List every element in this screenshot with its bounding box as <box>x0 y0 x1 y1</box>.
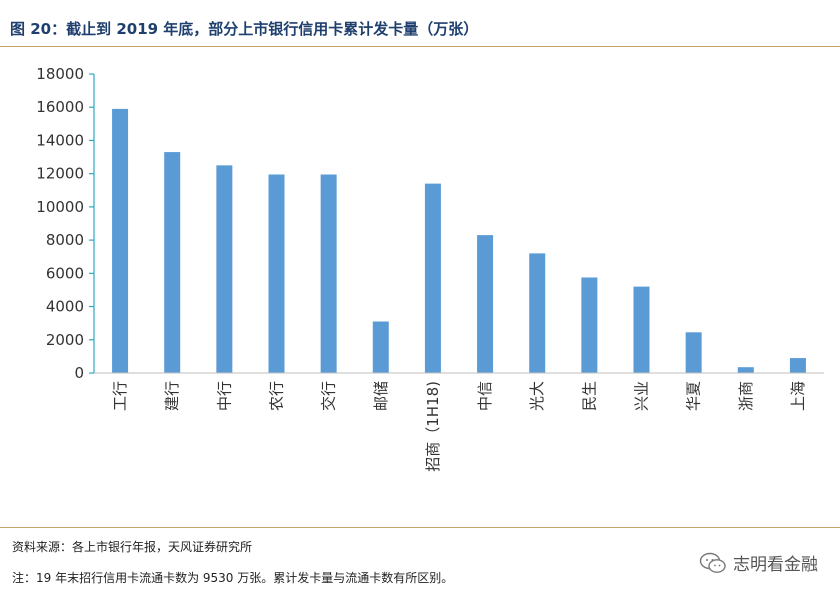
wechat-icon <box>699 552 726 573</box>
bar <box>268 174 285 373</box>
bar <box>581 277 598 373</box>
bar <box>112 108 129 373</box>
x-tick-label: 浙商 <box>737 381 755 411</box>
y-tick-label: 8000 <box>46 231 84 249</box>
y-axis: 0 2000 4000 6000 8000 10000 12000 14000 16000 180… <box>36 65 95 382</box>
x-tick-label: 兴业 <box>633 381 651 411</box>
source-text: 资料来源：各上市银行年报，天风证券研究所 <box>12 540 253 554</box>
x-axis: 工行 建行 中行 农行 交行 邮储 招商（1H18) 中信 光大 民生 兴业 华夏 浙商 上海 <box>94 372 824 472</box>
x-tick-label: 中信 <box>476 381 494 411</box>
x-tick-label: 农行 <box>268 381 286 411</box>
y-tick-label: 16000 <box>36 98 84 116</box>
y-tick-label: 12000 <box>36 165 84 183</box>
bar <box>424 183 441 373</box>
figure-title: 图 20：截止到 2019 年底，部分上市银行信用卡累计发卡量（万张） <box>10 20 479 38</box>
x-tick-label: 建行 <box>163 381 181 411</box>
x-tick-label: 招商（1H18) <box>424 381 442 472</box>
x-tick-label: 中行 <box>215 381 233 411</box>
y-tick-label: 18000 <box>36 65 84 83</box>
y-tick-label: 6000 <box>46 264 84 282</box>
x-tick-label: 交行 <box>320 381 338 411</box>
bar <box>372 321 389 373</box>
y-tick-label: 14000 <box>36 131 84 149</box>
bar <box>685 332 702 373</box>
bar <box>737 367 754 373</box>
y-tick-label: 2000 <box>46 331 84 349</box>
y-tick-label: 4000 <box>46 298 84 316</box>
bar <box>789 358 806 373</box>
x-tick-label: 上海 <box>789 381 807 411</box>
bars <box>112 108 806 373</box>
x-tick-label: 华夏 <box>685 381 703 411</box>
bar <box>216 165 233 373</box>
bar <box>477 235 494 373</box>
x-tick-label: 民生 <box>580 381 598 411</box>
bar <box>633 286 650 373</box>
bar-chart: 0 2000 4000 6000 8000 10000 12000 14000 16000 180… <box>36 65 824 472</box>
watermark-text: 志明看金融 <box>733 555 818 575</box>
x-tick-label: 光大 <box>528 381 546 411</box>
bottom-rule <box>0 527 840 528</box>
bar <box>320 174 337 373</box>
bar <box>529 253 546 373</box>
y-tick-label: 10000 <box>36 198 84 216</box>
top-rule <box>0 46 840 47</box>
y-tick-label: 0 <box>74 364 84 382</box>
x-tick-label: 工行 <box>111 381 129 411</box>
watermark: 志明看金融 <box>699 550 818 575</box>
x-tick-label: 邮储 <box>372 381 390 411</box>
bar <box>164 152 181 373</box>
note-text: 注：19 年末招行信用卡流通卡数为 9530 万张。累计发卡量与流通卡数有所区别… <box>12 571 454 585</box>
